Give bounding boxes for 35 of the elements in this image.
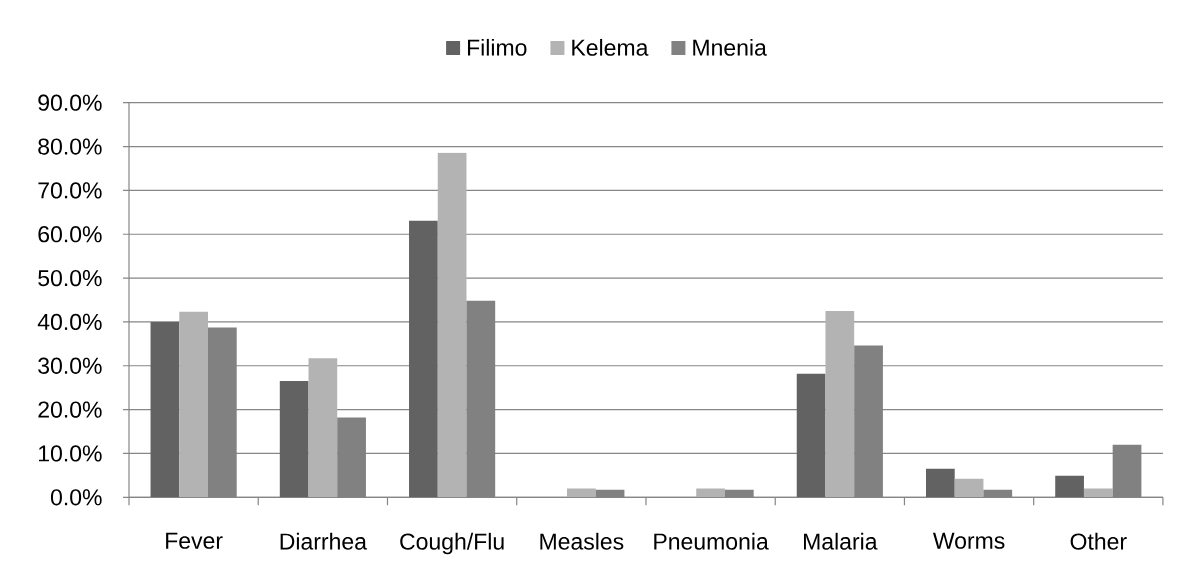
bar xyxy=(825,310,855,498)
bar xyxy=(1083,488,1113,498)
x-tick-label: Pneumonia xyxy=(654,532,769,550)
legend-label: Mnenia xyxy=(693,38,767,56)
x-tick-label: Other xyxy=(1070,532,1127,550)
x-tick-label: Diarrhea xyxy=(280,532,367,550)
y-tick-label: 70.0% xyxy=(38,182,102,199)
y-tick-label: 80.0% xyxy=(38,138,102,155)
bar xyxy=(308,358,338,498)
x-tick-label: Fever xyxy=(166,532,223,549)
bar xyxy=(566,488,596,498)
x-tick-label: Worms xyxy=(932,532,1005,549)
y-tick-label: 20.0% xyxy=(38,401,102,418)
bar xyxy=(437,152,467,498)
bar xyxy=(696,488,725,498)
bar xyxy=(925,468,955,498)
bar xyxy=(150,321,180,498)
bar xyxy=(279,381,309,498)
bar xyxy=(179,311,208,498)
y-tick-label: 50.0% xyxy=(38,269,102,287)
bar xyxy=(409,220,438,498)
y-tick-label: 0.0% xyxy=(50,489,102,506)
legend-label: Filimo xyxy=(467,38,527,56)
y-tick-label: 10.0% xyxy=(39,445,102,462)
x-tick-label: Cough/Flu xyxy=(400,532,504,555)
y-tick-label: 30.0% xyxy=(38,357,102,374)
bar xyxy=(1055,475,1084,498)
bar xyxy=(796,373,826,498)
bar xyxy=(954,478,984,498)
y-tick-label: 90.0% xyxy=(38,94,102,111)
x-tick-label: Measles xyxy=(540,532,624,550)
y-tick-label: 40.0% xyxy=(37,313,102,331)
y-tick-label: 60.0% xyxy=(38,226,102,243)
x-tick-label: Malaria xyxy=(804,532,878,550)
legend-label: Kelema xyxy=(572,38,649,56)
